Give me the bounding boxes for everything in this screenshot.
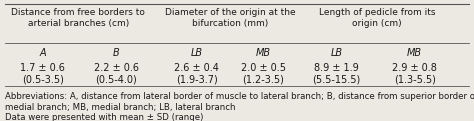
Text: (1.2-3.5): (1.2-3.5) (242, 74, 284, 84)
Text: MB: MB (407, 48, 422, 58)
Text: MB: MB (255, 48, 271, 58)
Text: Diameter of the origin at the
bifurcation (mm): Diameter of the origin at the bifurcatio… (164, 8, 295, 28)
Text: (5.5-15.5): (5.5-15.5) (312, 74, 361, 84)
Text: Length of pedicle from its
origin (cm): Length of pedicle from its origin (cm) (319, 8, 435, 28)
Text: 1.7 ± 0.6: 1.7 ± 0.6 (20, 63, 65, 73)
Text: LB: LB (191, 48, 203, 58)
Text: (1.9-3.7): (1.9-3.7) (176, 74, 218, 84)
Text: Data were presented with mean ± SD (range): Data were presented with mean ± SD (rang… (5, 113, 203, 121)
Text: A: A (39, 48, 46, 58)
Text: LB: LB (330, 48, 343, 58)
Text: 2.0 ± 0.5: 2.0 ± 0.5 (241, 63, 285, 73)
Text: Distance from free borders to
arterial branches (cm): Distance from free borders to arterial b… (11, 8, 145, 28)
Text: (1.3-5.5): (1.3-5.5) (394, 74, 436, 84)
Text: 8.9 ± 1.9: 8.9 ± 1.9 (314, 63, 359, 73)
Text: 2.9 ± 0.8: 2.9 ± 0.8 (392, 63, 437, 73)
Text: 2.6 ± 0.4: 2.6 ± 0.4 (174, 63, 219, 73)
Text: Abbreviations: A, distance from lateral border of muscle to lateral branch; B, d: Abbreviations: A, distance from lateral … (5, 92, 474, 101)
Text: medial branch; MB, medial branch; LB, lateral branch: medial branch; MB, medial branch; LB, la… (5, 103, 235, 112)
Text: 2.2 ± 0.6: 2.2 ± 0.6 (94, 63, 138, 73)
Text: (0.5-4.0): (0.5-4.0) (95, 74, 137, 84)
Text: B: B (113, 48, 119, 58)
Text: (0.5-3.5): (0.5-3.5) (22, 74, 64, 84)
